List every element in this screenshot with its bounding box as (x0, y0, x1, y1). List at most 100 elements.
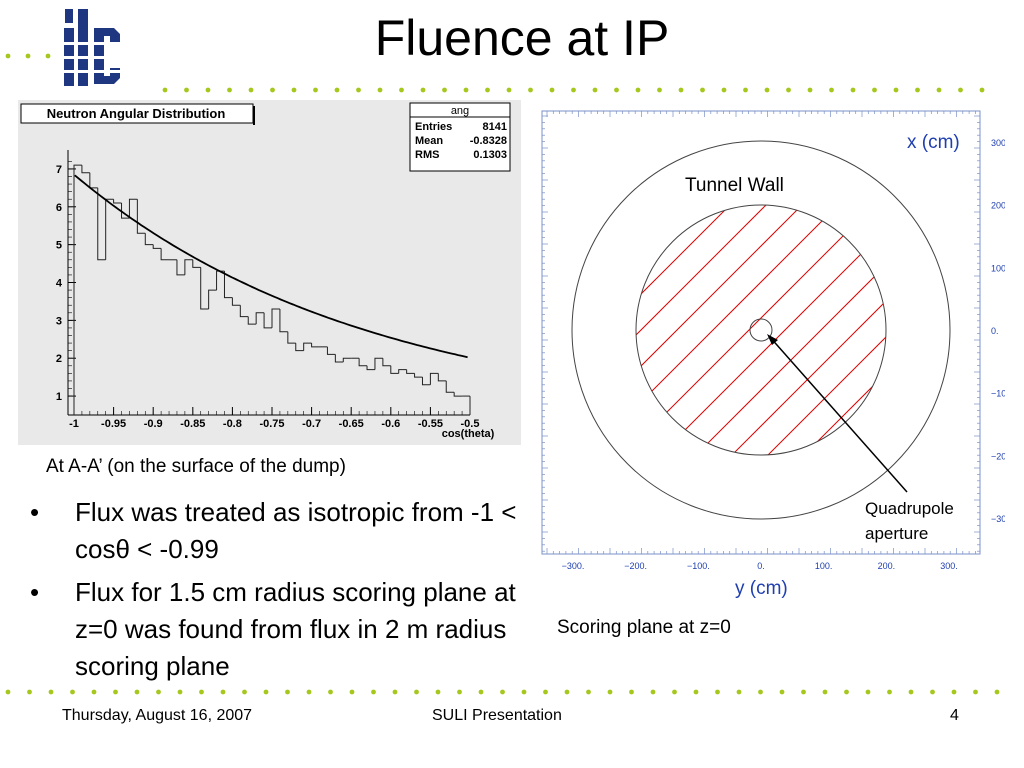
separator-dot (521, 689, 527, 695)
aperture-label-line2: aperture (865, 524, 928, 543)
histogram-bin (437, 373, 447, 382)
histogram-x-tick-label: -0.8 (223, 418, 242, 430)
histogram-x-tick-label: -0.75 (259, 418, 284, 430)
separator-dot (672, 689, 677, 695)
separator-dot (829, 87, 834, 93)
separator-dot (693, 689, 699, 695)
histogram-bin (128, 198, 138, 219)
plane-x-tick-label: −200. (624, 561, 647, 571)
separator-dot (958, 87, 963, 93)
histogram-bin (144, 233, 154, 246)
histogram-y-tick-label: 3 (56, 315, 62, 327)
separator-dot (220, 689, 226, 695)
histogram-bin (152, 244, 162, 249)
separator-dot (48, 689, 54, 695)
inner-circle (635, 204, 887, 456)
histogram-bin (160, 248, 170, 261)
histogram-x-tick-label: -1 (69, 418, 79, 430)
histogram-bin (255, 312, 265, 325)
separator-dot (586, 689, 591, 695)
histogram-fit-curve (74, 174, 468, 359)
separator-dot (801, 689, 806, 695)
separator-dot (715, 689, 720, 695)
stats-rms-value: 0.1303 (473, 149, 507, 161)
histogram-caption: At A-A’ (on the surface of the dump) (46, 456, 346, 477)
histogram-y-tick-label: 7 (56, 164, 62, 176)
separator-dot (500, 689, 505, 695)
aperture-circle (749, 318, 773, 342)
separator-dot (162, 87, 168, 93)
separator-dot (592, 87, 598, 93)
histogram-bin (390, 365, 399, 374)
bullet-icon: • (30, 497, 40, 527)
bullet-text: Flux for 1.5 cm radius scoring plane at … (75, 577, 516, 681)
separator-dot (865, 689, 871, 695)
separator-dot (736, 689, 742, 695)
histogram-bin (263, 312, 272, 329)
histogram-x-tick-label: -0.85 (180, 418, 205, 430)
separator-dot (156, 689, 161, 695)
plane-y-tick-label: 0. (991, 326, 999, 336)
separator-dot (979, 87, 985, 93)
separator-dot (134, 689, 140, 695)
histogram-bin (136, 199, 146, 234)
separator-dot (893, 87, 899, 93)
page-title: Fluence at IP (374, 10, 670, 66)
neutron-angular-histogram: Neutron Angular Distribution ang Entries… (18, 100, 521, 445)
histogram-bin (216, 270, 225, 291)
separator-dot (399, 87, 404, 93)
stats-rms-label: RMS (415, 149, 439, 161)
separator-dot (994, 689, 1000, 695)
histogram-bars (73, 164, 471, 415)
separator-dot (205, 87, 211, 93)
separator-dot (614, 87, 619, 93)
separator-dot (420, 87, 426, 93)
separator-dot (27, 689, 32, 695)
bullet-list: • Flux was treated as isotropic from -1 <… (30, 494, 520, 691)
histogram-x-tick-label: -0.7 (302, 418, 321, 430)
separator-dot (377, 87, 383, 93)
histogram-bin (239, 305, 249, 318)
histogram-bin (311, 343, 320, 348)
bullet-item: • Flux for 1.5 cm radius scoring plane at… (30, 574, 520, 685)
footer-page-number: 4 (950, 707, 959, 724)
hatch-line (636, 205, 886, 455)
separator-dot (414, 689, 419, 695)
separator-dot (263, 689, 269, 695)
plane-x-tick-labels: −300. −200. −100. 0. 100. 200. 300. (562, 561, 958, 571)
separator-dot (270, 87, 275, 93)
histogram-bin (113, 199, 122, 204)
separator-dot (850, 87, 856, 93)
histogram-bin (73, 164, 82, 415)
separator-dot (334, 87, 340, 93)
separator-dot (764, 87, 770, 93)
aperture-arrow (768, 335, 908, 493)
plane-y-tick-label: 300. (991, 138, 1005, 148)
separator-dot (306, 689, 312, 695)
hatch-line (636, 205, 886, 455)
separator-dot (758, 689, 763, 695)
bottom-dot-separator (5, 689, 1000, 695)
separator-dot (779, 689, 785, 695)
tunnel-wall-label: Tunnel Wall (685, 175, 784, 196)
histogram-y-tick-label: 5 (56, 240, 62, 252)
separator-dot (650, 689, 656, 695)
histogram-bin (358, 358, 368, 367)
plane-x-tick-label: 300. (940, 561, 958, 571)
histogram-title: Neutron Angular Distribution (47, 106, 226, 121)
separator-dot (908, 689, 914, 695)
separator-dot (915, 87, 920, 93)
histogram-bin (382, 358, 391, 367)
separator-dot (543, 689, 548, 695)
separator-dot (463, 87, 469, 93)
plot-frame (541, 110, 981, 555)
bullet-icon: • (30, 577, 40, 607)
histogram-bin (231, 297, 241, 306)
plane-y-tick-label: 100. (991, 263, 1005, 273)
histogram-bin (334, 354, 344, 363)
separator-dot (506, 87, 512, 93)
histogram-bin (326, 346, 336, 355)
histogram-bin (374, 357, 383, 370)
histogram-bin (445, 380, 455, 393)
separator-dot (442, 87, 447, 93)
